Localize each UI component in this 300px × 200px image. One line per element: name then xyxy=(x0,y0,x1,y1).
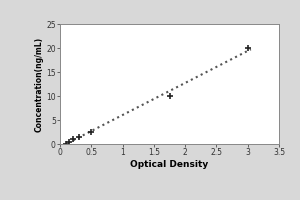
X-axis label: Optical Density: Optical Density xyxy=(130,160,208,169)
Y-axis label: Concentration(ng/mL): Concentration(ng/mL) xyxy=(34,36,43,132)
